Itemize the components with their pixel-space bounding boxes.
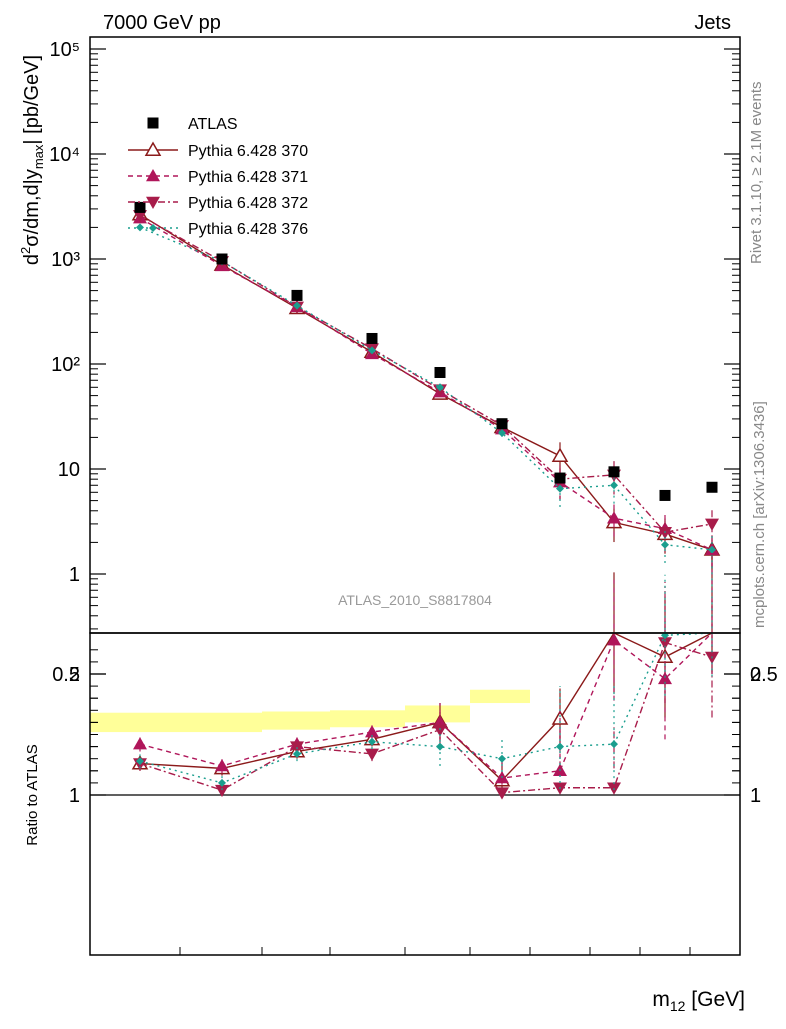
atlas-point xyxy=(291,289,303,301)
ratio-line-2 xyxy=(139,641,713,794)
data-point xyxy=(658,526,672,540)
ratio-tick-label: 1 xyxy=(69,785,80,807)
title-right: Jets xyxy=(694,12,731,34)
ratio-point xyxy=(365,725,379,738)
uncertainty-band-outer xyxy=(180,712,262,733)
data-point xyxy=(607,511,621,524)
ratio-point xyxy=(293,749,301,758)
x-axis-label: m12 [GeV] xyxy=(652,988,745,1014)
legend-marker xyxy=(146,196,160,209)
ratio-panel: 0.5 0.5 1 1 2 2 xyxy=(52,553,778,956)
rivet-label: Rivet 3.1.10, ≥ 2.1M events xyxy=(748,82,765,265)
legend-label: Pythia 6.428 372 xyxy=(188,195,308,212)
y-tick-label: 1 xyxy=(69,564,80,586)
ratio-tick-label-right: 2 xyxy=(750,664,761,686)
ratio-point xyxy=(368,737,376,746)
mcplots-label: mcplots.cern.ch [arXiv:1306.3436] xyxy=(751,401,768,628)
y-axis-label-bottom: Ratio to ATLAS xyxy=(24,744,41,845)
data-point xyxy=(661,540,669,549)
data-point xyxy=(293,301,301,310)
atlas-point xyxy=(706,481,718,493)
data-point xyxy=(556,484,564,493)
ratio-tick-label-right: 0.5 xyxy=(750,664,778,686)
data-point xyxy=(498,429,506,438)
y-tick-label: 10³ xyxy=(51,249,80,271)
data-point xyxy=(610,481,618,490)
uncertainty-band-outer xyxy=(90,712,180,733)
atlas-point xyxy=(608,466,620,478)
ratio-point xyxy=(556,742,564,751)
y-axis-label-top: d2σ/dm,d|ymax| [pb/GeV] xyxy=(18,55,46,265)
ratio-point xyxy=(218,778,226,787)
legend-label: Pythia 6.428 371 xyxy=(188,169,308,186)
atlas-point xyxy=(216,253,228,265)
ratio-frame xyxy=(89,632,741,956)
legend-marker xyxy=(149,224,157,232)
title-left: 7000 GeV pp xyxy=(103,12,221,34)
atlas-point xyxy=(366,332,378,344)
legend-label: Pythia 6.428 370 xyxy=(188,143,308,160)
data-point xyxy=(708,545,716,554)
atlas-point xyxy=(659,489,671,501)
analysis-label: ATLAS_2010_S8817804 xyxy=(338,592,492,608)
legend: ATLAS Pythia 6.428 370 Pythia 6.428 371 Pyt… xyxy=(128,116,308,238)
uncertainty-band-outer xyxy=(262,711,330,730)
ratio-point xyxy=(215,784,229,798)
data-point xyxy=(705,518,719,531)
ratio-point xyxy=(365,748,379,761)
y-tick-label: 10 xyxy=(58,459,80,481)
y-tick-label: 10⁵ xyxy=(49,39,80,61)
ratio-point xyxy=(610,740,618,749)
ratio-line-3 xyxy=(139,632,713,784)
data-point xyxy=(436,383,444,392)
legend-label: Pythia 6.428 376 xyxy=(188,221,308,238)
legend-marker xyxy=(146,169,160,182)
atlas-point xyxy=(496,418,508,430)
ratio-point xyxy=(498,754,506,763)
series-line-3 xyxy=(139,226,713,551)
data-point xyxy=(368,346,376,355)
atlas-point xyxy=(134,201,146,213)
atlas-point xyxy=(554,472,566,484)
y-tick-label: 10⁴ xyxy=(49,144,80,166)
legend-marker-atlas xyxy=(147,117,159,129)
ratio-point xyxy=(607,633,621,646)
ratio-point xyxy=(136,757,144,766)
legend-marker xyxy=(144,141,162,156)
ratio-point xyxy=(433,724,447,737)
data-point xyxy=(133,210,147,223)
ratio-point xyxy=(658,637,672,650)
ratio-tick-label: 2 xyxy=(69,664,80,686)
ratio-line-0 xyxy=(139,632,713,782)
ratio-point xyxy=(495,787,509,800)
ratio-tick-label: 0.5 xyxy=(52,664,80,686)
y-tick-label: 10² xyxy=(51,354,80,376)
legend-label: ATLAS xyxy=(188,116,238,133)
uncertainty-band-outer xyxy=(470,689,530,704)
data-point xyxy=(551,447,569,462)
ratio-point xyxy=(436,742,444,751)
ratio-point xyxy=(133,737,147,750)
atlas-point xyxy=(434,366,446,378)
main-panel: 1 10 10² 10³ 10⁴ 10⁵ xyxy=(49,36,741,634)
uncertainty-band-outer xyxy=(405,705,470,723)
uncertainty-band-outer xyxy=(330,710,405,728)
ratio-line-1 xyxy=(139,632,713,779)
ratio-tick-label-right: 1 xyxy=(750,785,761,807)
ratio-point xyxy=(215,758,229,772)
